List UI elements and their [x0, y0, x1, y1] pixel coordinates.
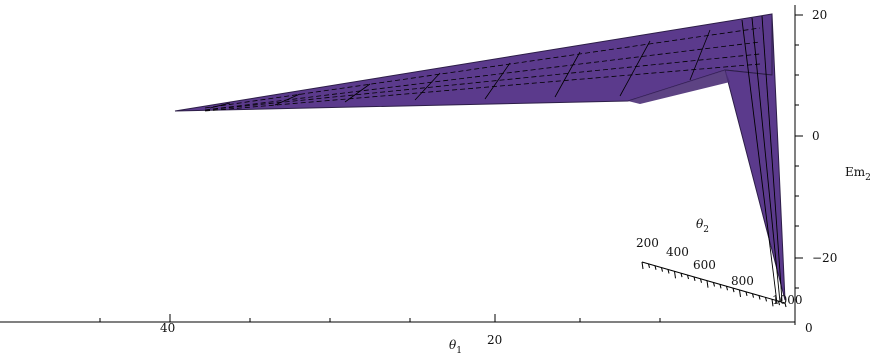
- horizontal-axis-labels: 40 20 0: [160, 321, 813, 347]
- horizontal-axis-title-base: θ: [449, 338, 457, 352]
- tick-label-y-200: 200: [636, 236, 659, 250]
- tick-label-z--20: −20: [812, 251, 837, 265]
- mesh-line: [204, 27, 761, 109]
- surface: [174, 13, 786, 301]
- theta2-axis-labels: 200 400 600 800 1000: [636, 236, 803, 307]
- theta2-tick: [758, 295, 761, 300]
- theta2-tick: [778, 301, 780, 306]
- guide-line: [761, 15, 783, 302]
- theta2-tick: [719, 284, 722, 289]
- theta2-tick: [713, 282, 715, 287]
- guide-line: [741, 19, 778, 304]
- theta2-tick: [674, 271, 676, 279]
- vertical-axis-title: Em2: [845, 165, 871, 183]
- theta2-tick: [784, 302, 787, 308]
- theta2-tick: [771, 299, 774, 307]
- tick-label-x-40: 40: [160, 321, 175, 335]
- theta2-axis-title: θ2: [696, 217, 709, 235]
- tick-label-y-800: 800: [731, 274, 754, 288]
- tick-label-x-20: 20: [487, 333, 502, 347]
- mesh-line: [204, 53, 761, 111]
- vertical-axis-labels: 20 0 −20: [812, 8, 837, 265]
- theta2-tick: [661, 267, 663, 272]
- vertical-axis-title-group: Em2: [845, 165, 871, 183]
- theta2-tick: [752, 293, 754, 298]
- theta2-tick: [732, 287, 735, 293]
- mesh-line: [689, 29, 711, 81]
- tick-label-z-20: 20: [812, 8, 827, 22]
- tick-label-bottom-corner: 0: [805, 321, 813, 335]
- vertical-axis-title-sub: 2: [865, 173, 871, 183]
- theta2-tick: [687, 274, 689, 280]
- theta2-tick: [641, 261, 644, 270]
- tick-label-y-600: 600: [693, 258, 716, 272]
- vertical-axis-title-base: Em: [845, 165, 866, 179]
- horizontal-axis-title: θ1: [449, 338, 462, 356]
- horizontal-axis-title-sub: 1: [456, 346, 462, 356]
- tick-label-z-0: 0: [812, 129, 820, 143]
- vertical-axis-ticks: [795, 14, 803, 289]
- surface-face-main: [174, 13, 773, 112]
- theta2-tick: [680, 273, 683, 278]
- theta2-tick: [700, 278, 702, 283]
- theta2-axis-ticks: [641, 261, 787, 308]
- right-edge-guides: [741, 15, 783, 304]
- theta2-tick: [745, 291, 748, 296]
- theta2-tick: [654, 265, 657, 270]
- theta2-tick: [765, 297, 767, 302]
- theta2-tick: [739, 289, 741, 298]
- tick-label-y-1000: 1000: [772, 293, 803, 307]
- theta2-tick: [706, 280, 709, 288]
- mesh-line: [619, 40, 651, 97]
- mesh-line: [554, 51, 581, 98]
- horizontal-axis-ticks: [99, 314, 661, 322]
- theta2-tick: [693, 276, 696, 282]
- mesh-line: [204, 63, 761, 112]
- theta2-tick: [667, 269, 670, 274]
- theta2-tick: [726, 286, 728, 291]
- theta2-tick: [648, 263, 650, 268]
- theta2-axis-title-group: θ2: [696, 217, 709, 235]
- guide-line: [751, 17, 781, 303]
- mesh-line: [414, 72, 441, 101]
- mesh-lines: [204, 27, 761, 112]
- mesh-line: [484, 62, 511, 100]
- theta2-axis-title-sub: 2: [703, 225, 709, 235]
- mesh-line: [204, 41, 761, 111]
- theta2-axis-title-base: θ: [696, 217, 704, 231]
- tick-label-y-400: 400: [666, 245, 689, 259]
- horizontal-axis-title-group: θ1: [449, 338, 462, 356]
- surface-face-dark: [628, 70, 730, 104]
- surface-face-lower: [724, 13, 786, 301]
